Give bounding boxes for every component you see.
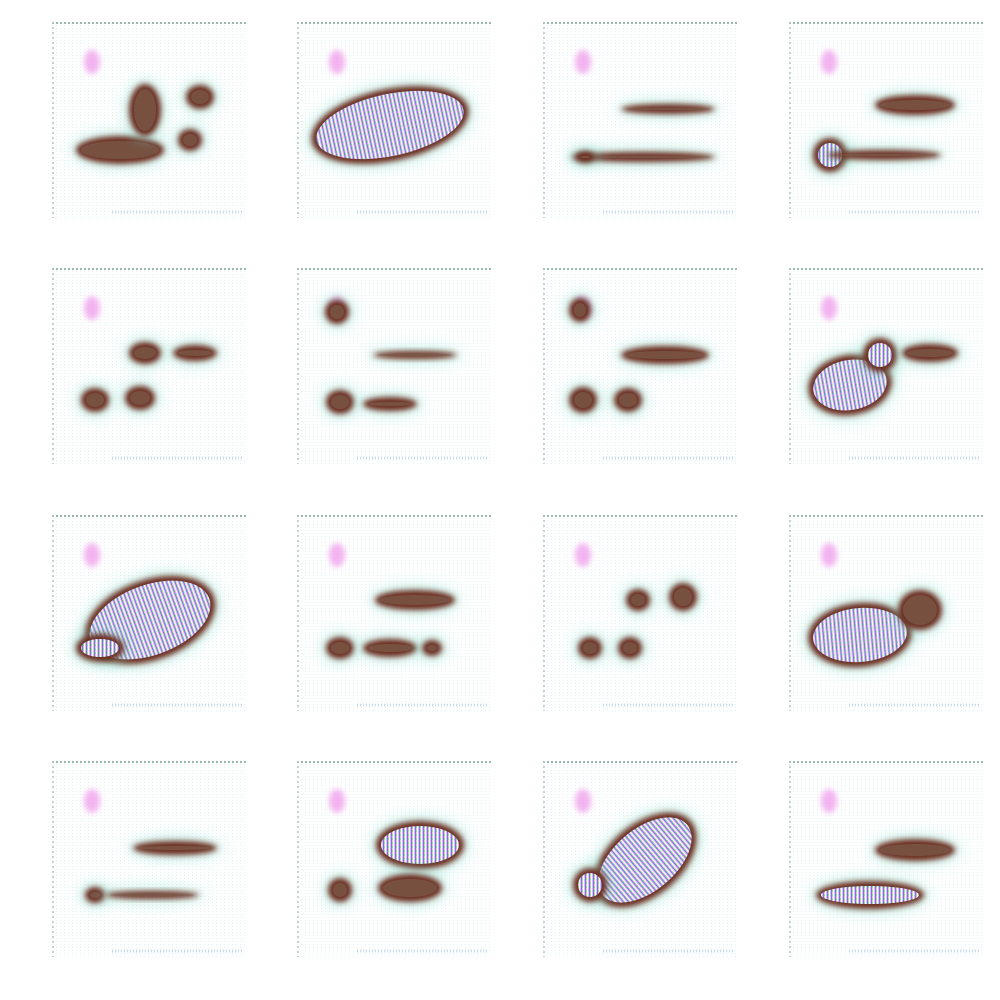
blob-core <box>583 642 597 654</box>
blob-core <box>674 588 692 606</box>
blob-core <box>81 639 119 657</box>
corner-smudge <box>821 50 837 74</box>
blob-core <box>813 607 907 663</box>
corner-smudge <box>821 296 837 320</box>
blob-core <box>832 154 936 156</box>
blob-core <box>631 594 645 606</box>
corner-smudge <box>84 789 100 813</box>
blob-core <box>574 392 592 408</box>
blob-core <box>626 351 704 359</box>
blob-core <box>598 817 692 903</box>
generated-image <box>789 515 985 711</box>
blob-core <box>381 826 459 864</box>
corner-smudge <box>329 543 345 567</box>
blob-core <box>821 886 919 904</box>
blob-core <box>626 108 710 110</box>
corner-smudge <box>575 50 591 74</box>
corner-smudge <box>84 50 100 74</box>
blob-core <box>130 391 150 405</box>
blob-core <box>330 305 344 319</box>
generated-image <box>543 268 739 464</box>
corner-smudge <box>329 50 345 74</box>
blob-core <box>110 894 194 896</box>
generated-image <box>789 22 985 218</box>
blob-core <box>580 156 590 158</box>
corner-smudge <box>84 543 100 567</box>
blob-core <box>623 642 637 654</box>
generated-image <box>789 268 985 464</box>
corner-smudge <box>329 789 345 813</box>
blob-core <box>880 100 950 110</box>
generated-image <box>52 515 248 711</box>
blob-core <box>333 883 347 897</box>
corner-smudge <box>821 543 837 567</box>
blob-core <box>574 303 586 317</box>
corner-smudge <box>821 789 837 813</box>
generated-image <box>789 761 985 957</box>
blob-core <box>331 642 349 654</box>
blob-core <box>191 90 209 104</box>
corner-smudge <box>84 296 100 320</box>
generated-image <box>543 22 739 218</box>
generated-image <box>543 761 739 957</box>
generated-image <box>297 22 493 218</box>
blob-core <box>368 644 412 652</box>
blob-core <box>316 90 464 160</box>
image-noise <box>297 268 493 464</box>
generated-image <box>297 268 493 464</box>
generated-image <box>297 761 493 957</box>
blob-core <box>81 141 159 159</box>
blob-core <box>619 393 637 407</box>
blob-core <box>178 350 212 356</box>
blob-core <box>383 879 437 897</box>
image-noise <box>543 22 739 218</box>
generated-image <box>543 515 739 711</box>
blob-core <box>903 595 937 625</box>
blob-core <box>134 347 156 359</box>
blob-core <box>907 349 953 357</box>
generated-image <box>297 515 493 711</box>
blob-core <box>427 645 437 651</box>
blob-core <box>578 873 602 897</box>
generated-image <box>52 761 248 957</box>
blob-core <box>368 402 412 406</box>
corner-smudge <box>575 789 591 813</box>
blob-core <box>183 134 197 146</box>
generated-image <box>52 22 248 218</box>
blob-core <box>576 156 710 158</box>
blob-core <box>868 343 892 367</box>
blob-core <box>378 354 452 356</box>
blob-core <box>880 844 950 856</box>
blob-core <box>134 89 156 131</box>
blob-core <box>380 595 450 605</box>
blob-core <box>86 393 104 407</box>
image-noise <box>789 22 985 218</box>
corner-smudge <box>575 543 591 567</box>
blob-core <box>138 846 212 850</box>
generated-image <box>52 268 248 464</box>
blob-core <box>90 892 100 898</box>
blob-core <box>331 395 349 409</box>
